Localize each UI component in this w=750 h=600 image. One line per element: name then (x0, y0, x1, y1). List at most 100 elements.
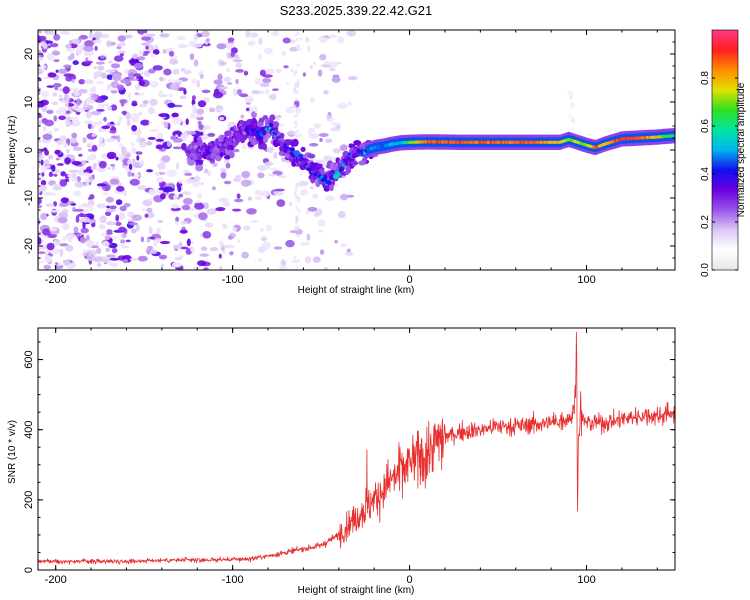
snr-x-tick-label: -200 (45, 574, 67, 586)
heatmap-x-ticks: -200 -100 0 100 (45, 30, 658, 286)
heatmap-noise-blob (49, 43, 59, 48)
heatmap-noise-blob (293, 120, 296, 124)
heatmap-noise-blob (158, 254, 168, 260)
heatmap-noise-blob (317, 69, 323, 77)
heatmap-noise-blob (120, 239, 126, 244)
heatmap-noise-blob (146, 237, 151, 243)
heatmap-noise-blob (74, 181, 85, 188)
heatmap-noise-blob (265, 68, 275, 75)
heatmap-noise-blob (97, 142, 107, 147)
heatmap-noise-blob (47, 72, 56, 78)
heatmap-ridge-core (293, 151, 300, 157)
heatmap-noise-blob (101, 125, 110, 130)
heatmap-noise-blob (63, 259, 71, 267)
heatmap-noise-blob (254, 78, 262, 85)
heatmap-noise-blob (71, 177, 78, 182)
heatmap-noise-blob (257, 164, 268, 172)
heatmap-noise-blob (190, 248, 195, 252)
heatmap-ridge-halo (350, 161, 359, 166)
heatmap-noise-blob (38, 231, 42, 235)
heatmap-noise-blob (123, 245, 130, 249)
heatmap-noise-blob (82, 137, 87, 144)
heatmap-noise-blob (109, 121, 115, 125)
heatmap-noise-blob (240, 179, 252, 187)
heatmap-noise-blob (260, 236, 268, 242)
heatmap-noise-blob (260, 190, 271, 197)
heatmap-noise-blob (173, 138, 183, 143)
heatmap-ridge-core (246, 130, 250, 135)
heatmap-noise-blob (295, 221, 298, 226)
heatmap-ridge-halo (316, 163, 323, 169)
heatmap-noise-blob (118, 226, 126, 233)
heatmap-noise-blob (86, 156, 93, 161)
heatmap-noise-blob (295, 98, 298, 102)
heatmap-noise-blob (78, 204, 82, 210)
snr-frame (37, 327, 676, 571)
heatmap-noise-blob (266, 146, 274, 154)
heatmap-noise-blob (205, 37, 210, 43)
heatmap-ridge-halo (353, 140, 362, 146)
heatmap-noise-blob (270, 167, 278, 172)
heatmap-noise-blob (67, 266, 74, 269)
heatmap-noise-blob (98, 120, 102, 125)
heatmap-noise-blob (141, 36, 151, 41)
heatmap-noise-blob (73, 226, 79, 233)
heatmap-noise-blob (127, 170, 132, 177)
heatmap-noise-blob (101, 153, 108, 160)
heatmap-noise-blob (118, 212, 126, 220)
heatmap-noise-blob (38, 246, 47, 250)
heatmap-noise-blob (318, 229, 324, 233)
heatmap-noise-blob (286, 130, 295, 136)
heatmap-noise-blob (57, 217, 68, 224)
heatmap-noise-blob (202, 202, 209, 210)
heatmap-noise-blob (132, 53, 139, 60)
snr-x-tick-label: -100 (222, 574, 244, 586)
heatmap-noise-blob (186, 238, 191, 247)
heatmap-noise-blob (307, 45, 311, 53)
heatmap-noise-blob (332, 148, 342, 154)
heatmap-noise-blob (234, 198, 244, 203)
heatmap-noise-blob (313, 256, 321, 263)
heatmap-noise-blob (318, 133, 329, 137)
heatmap-noise-blob (43, 76, 52, 80)
heatmap-ridge-core (269, 122, 274, 128)
heatmap-noise-blob (197, 265, 201, 269)
heatmap-x-tick-label: -100 (222, 274, 244, 286)
heatmap-noise-blob (172, 244, 182, 250)
heatmap-noise-blob (265, 88, 270, 95)
heatmap-noise-blob (280, 259, 286, 267)
heatmap-noise-blob (297, 196, 301, 200)
heatmap-noise-blob (65, 75, 73, 82)
heatmap-noise-blob (177, 44, 188, 49)
heatmap-noise-blob (183, 197, 193, 205)
heatmap-noise-blob (306, 233, 311, 241)
heatmap-noise-blob (90, 111, 102, 116)
heatmap-noise-blob (179, 229, 188, 234)
heatmap-noise-blob (110, 81, 120, 89)
heatmap-noise-blob (225, 162, 231, 169)
heatmap-noise-blob (146, 44, 155, 52)
heatmap-noise-blob (203, 267, 209, 270)
heatmap-noise-blob (201, 30, 210, 38)
heatmap-noise-blob (56, 163, 64, 166)
colorbar-ticks: 0.0 0.2 0.4 0.6 0.8 (700, 71, 738, 277)
heatmap-noise-blob (38, 177, 42, 181)
heatmap-noise-blob (176, 196, 181, 200)
heatmap-noise-blob (101, 103, 109, 107)
heatmap-noise-blob (101, 33, 110, 39)
heatmap-noise-blob (105, 196, 114, 203)
heatmap-noise-blob (259, 82, 270, 88)
heatmap-noise-blob (254, 189, 262, 196)
heatmap-noise-blob (38, 78, 42, 82)
heatmap-noise-blob (337, 36, 345, 44)
heatmap-noise-blob (76, 98, 82, 106)
heatmap-noise-blob (72, 146, 83, 151)
heatmap-noise-blob (70, 203, 77, 206)
colorbar-gradient (712, 30, 738, 270)
heatmap-noise-blob (305, 256, 311, 264)
heatmap-noise-blob (245, 30, 251, 38)
heatmap-noise-blob (330, 122, 341, 127)
heatmap-noise-blob (70, 137, 77, 144)
heatmap-noise-blob (81, 203, 90, 208)
heatmap-noise-blob (104, 184, 110, 191)
